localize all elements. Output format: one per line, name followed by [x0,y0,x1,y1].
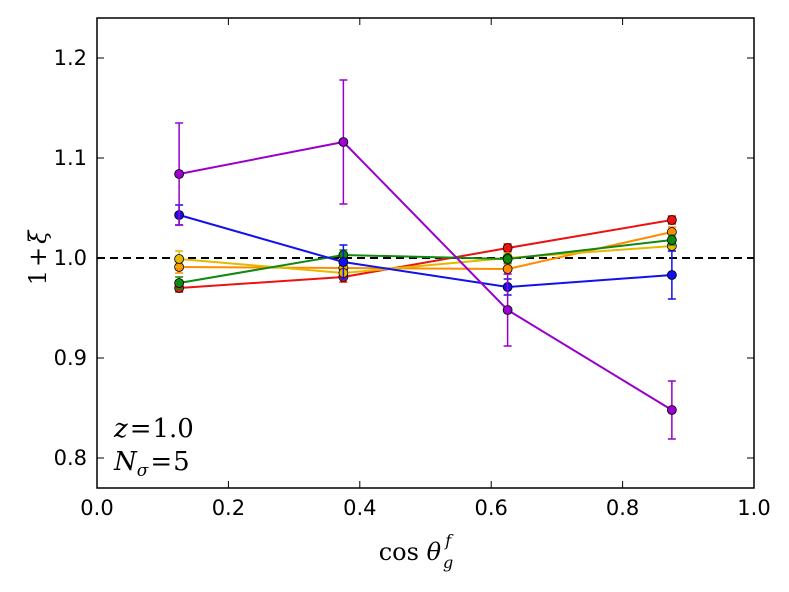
annotation-z: z=1.0 [113,414,194,444]
x-axis-label: cos θ gf [379,531,455,572]
data-point [666,235,677,245]
series-green [174,234,677,290]
series-line-purple [178,140,673,411]
x-tick-label: 0.0 [80,496,113,520]
ticks-layer: 0.0 0.2 0.4 0.6 0.8 1.0 0.8 0.9 1.0 1.1 1.2 [54,18,771,520]
series-line-green [178,239,672,284]
x-tick-label: 1.0 [737,496,770,520]
y-tick-label: 0.9 [54,346,87,370]
data-point [174,254,185,264]
data-point [338,137,349,147]
data-point [174,278,185,288]
x-tick-label: 0.8 [606,496,639,520]
data-point [174,169,185,179]
plot-frame [96,17,755,489]
data-point [666,270,677,280]
data-point [502,305,513,315]
x-tick-label: 0.6 [474,496,507,520]
series-layer [174,79,677,440]
data-point [502,243,513,253]
data-point [338,257,349,267]
y-tick-label: 1.2 [54,46,87,70]
data-point [502,254,513,264]
series-line-gold [179,245,672,275]
series-gold [174,240,677,280]
series-line-red [179,219,673,289]
data-point [502,264,513,274]
y-axis-label: 1+ξ [24,229,52,285]
y-tick-label: 1.1 [54,146,87,170]
data-point [666,215,677,225]
series-line-blue [178,214,672,289]
x-tick-label: 0.4 [343,496,376,520]
annotation-n-sigma: Nσ=5 [113,447,190,481]
y-tick-label: 0.8 [54,446,87,470]
y-tick-label: 1.0 [54,246,87,270]
series-purple [174,79,677,440]
x-tick-label: 0.2 [212,496,245,520]
series-blue [174,204,677,300]
data-point [666,405,677,415]
